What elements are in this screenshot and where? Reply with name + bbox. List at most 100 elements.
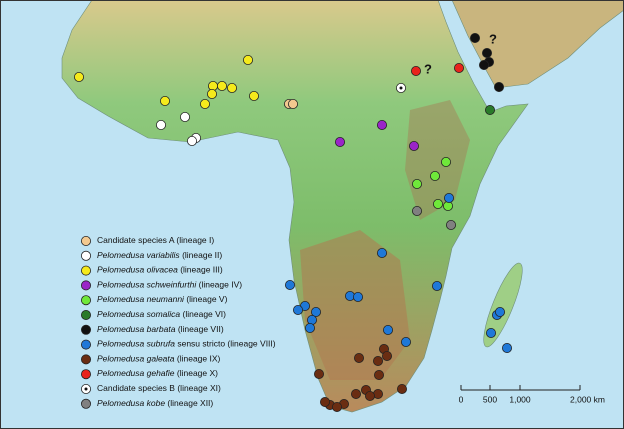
africa <box>61 0 529 413</box>
marker <box>353 352 364 363</box>
marker <box>478 60 489 71</box>
legend-name: Pelomedusa schweinfurthi <box>97 280 197 290</box>
scale-label: 500 <box>483 394 497 404</box>
marker <box>350 388 361 399</box>
legend-note: (lineage VI) <box>183 309 227 319</box>
scale-label: 1,000 <box>509 394 531 404</box>
legend-name: Pelomedusa somalica <box>97 309 180 319</box>
marker <box>429 170 440 181</box>
marker <box>242 55 253 66</box>
legend-label: Candidate species B (lineage XI) <box>97 383 221 393</box>
marker <box>431 280 442 291</box>
marker <box>292 304 303 315</box>
marker <box>81 398 92 409</box>
marker <box>432 198 443 209</box>
marker <box>484 105 495 116</box>
marker <box>81 295 92 306</box>
legend-label: Candidate species A (lineage I) <box>97 235 214 245</box>
marker <box>396 383 407 394</box>
legend-label: Pelomedusa variabilis (lineage II) <box>97 250 222 260</box>
marker <box>373 369 384 380</box>
marker <box>206 89 217 100</box>
marker <box>382 324 393 335</box>
legend-label: Pelomedusa barbata (lineage VII) <box>97 324 224 334</box>
marker <box>226 83 237 94</box>
legend-name: Candidate species B <box>97 383 175 393</box>
marker <box>319 396 330 407</box>
marker <box>199 99 210 110</box>
marker-center <box>84 387 88 391</box>
legend-note: (lineage III) <box>180 265 223 275</box>
annotation: ? <box>424 61 432 76</box>
legend-note: (lineage XI) <box>177 383 221 393</box>
marker <box>334 136 345 147</box>
marker <box>81 250 92 261</box>
marker <box>411 178 422 189</box>
marker <box>410 66 421 77</box>
legend-name: Candidate species A <box>97 235 175 245</box>
legend-note: (lineage II) <box>182 250 222 260</box>
marker <box>81 369 92 380</box>
marker <box>485 327 496 338</box>
marker <box>493 82 504 93</box>
marker <box>81 339 92 350</box>
marker <box>304 322 315 333</box>
legend-note: (lineage V) <box>186 294 227 304</box>
marker-center <box>399 86 403 90</box>
legend-name: Pelomedusa variabilis <box>97 250 180 260</box>
marker <box>186 135 197 146</box>
legend-label: Pelomedusa subrufa sensu stricto (lineag… <box>97 339 276 349</box>
marker <box>400 336 411 347</box>
marker <box>81 354 92 365</box>
marker <box>494 306 505 317</box>
scale-label: 2,000 km <box>570 394 605 404</box>
legend-name: Pelomedusa gehafie <box>97 368 175 378</box>
marker <box>376 247 387 258</box>
legend-note: (lineage IX) <box>177 354 221 364</box>
legend-label: Pelomedusa olivacea (lineage III) <box>97 265 223 275</box>
marker <box>408 140 419 151</box>
marker <box>81 265 92 276</box>
legend-note: sensu stricto (lineage VIII) <box>177 339 275 349</box>
marker <box>159 96 170 107</box>
marker <box>501 342 512 353</box>
marker <box>81 309 92 320</box>
legend-note: (lineage IV) <box>199 280 243 290</box>
marker <box>481 48 492 59</box>
madagascar <box>483 262 523 348</box>
marker <box>443 192 454 203</box>
legend-label: Pelomedusa kobe (lineage XII) <box>97 398 213 408</box>
marker <box>74 72 85 83</box>
arabia <box>451 0 624 89</box>
highlands <box>300 230 410 380</box>
legend-label: Pelomedusa somalica (lineage VI) <box>97 309 226 319</box>
legend-label: Pelomedusa neumanni (lineage V) <box>97 294 228 304</box>
marker <box>155 120 166 131</box>
legend-note: (lineage VII) <box>178 324 224 334</box>
legend-name: Pelomedusa galeata <box>97 354 175 364</box>
marker <box>453 63 464 74</box>
marker <box>81 280 92 291</box>
marker <box>381 350 392 361</box>
marker <box>445 219 456 230</box>
legend-note: (lineage XII) <box>167 398 213 408</box>
legend-name: Pelomedusa neumanni <box>97 294 185 304</box>
marker <box>287 99 298 110</box>
marker <box>248 91 259 102</box>
marker <box>411 205 422 216</box>
marker <box>216 81 227 92</box>
legend-label: Pelomedusa galeata (lineage IX) <box>97 354 221 364</box>
legend-name: Pelomedusa olivacea <box>97 265 178 275</box>
legend-label: Pelomedusa gehafie (lineage X) <box>97 368 218 378</box>
marker <box>364 390 375 401</box>
marker <box>179 112 190 123</box>
marker <box>310 306 321 317</box>
marker <box>313 368 324 379</box>
marker <box>372 355 383 366</box>
legend-name: Pelomedusa subrufa <box>97 339 175 349</box>
marker <box>352 291 363 302</box>
legend-note: (lineage I) <box>176 235 214 245</box>
scale-label: 0 <box>459 394 464 404</box>
marker <box>376 120 387 131</box>
